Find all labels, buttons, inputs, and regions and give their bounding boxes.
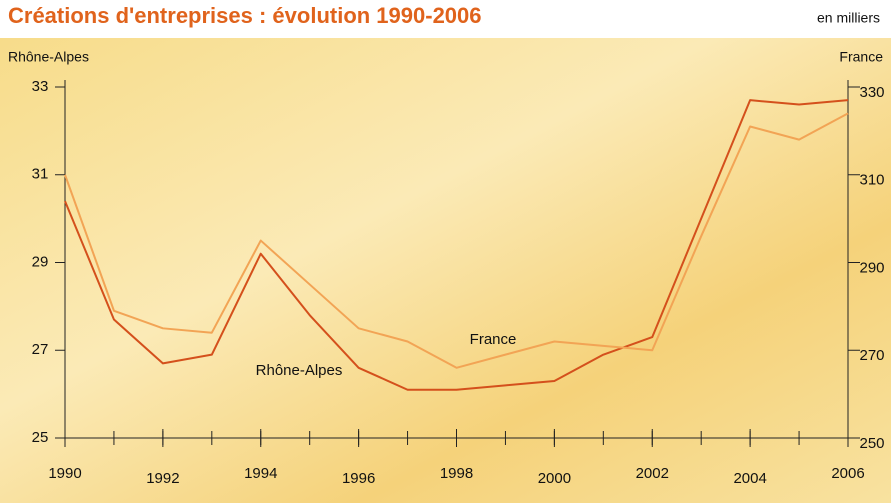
x-tick-label: 2006 bbox=[831, 465, 864, 482]
annotation: France bbox=[470, 331, 517, 348]
annotation: Rhône-Alpes bbox=[256, 362, 343, 379]
y-tick-label: 33 bbox=[32, 78, 49, 95]
y2-axis-label: France bbox=[839, 49, 883, 65]
x-tick-label: 2004 bbox=[733, 470, 766, 487]
y2-tick-label: 310 bbox=[859, 172, 884, 189]
photo-background bbox=[0, 38, 891, 503]
x-tick-label: 1996 bbox=[342, 470, 375, 487]
y-tick-label: 25 bbox=[32, 429, 49, 446]
x-tick-label: 2000 bbox=[538, 470, 571, 487]
y-tick-label: 31 bbox=[32, 166, 49, 183]
y2-tick-label: 270 bbox=[859, 347, 884, 364]
subtitle: en milliers bbox=[817, 10, 880, 26]
y2-tick-label: 290 bbox=[859, 259, 884, 276]
y2-tick-label: 330 bbox=[859, 84, 884, 101]
y-tick-label: 27 bbox=[32, 341, 49, 358]
y-axis-label: Rhône-Alpes bbox=[8, 49, 89, 65]
y2-tick-label: 250 bbox=[859, 435, 884, 452]
x-tick-label: 1992 bbox=[146, 470, 179, 487]
chart-title: Créations d'entreprises : évolution 1990… bbox=[8, 3, 482, 28]
x-tick-label: 1994 bbox=[244, 465, 277, 482]
chart: Créations d'entreprises : évolution 1990… bbox=[0, 0, 891, 503]
x-tick-label: 1990 bbox=[48, 465, 81, 482]
y-tick-label: 29 bbox=[32, 253, 49, 270]
x-tick-label: 2002 bbox=[636, 465, 669, 482]
x-tick-label: 1998 bbox=[440, 465, 473, 482]
